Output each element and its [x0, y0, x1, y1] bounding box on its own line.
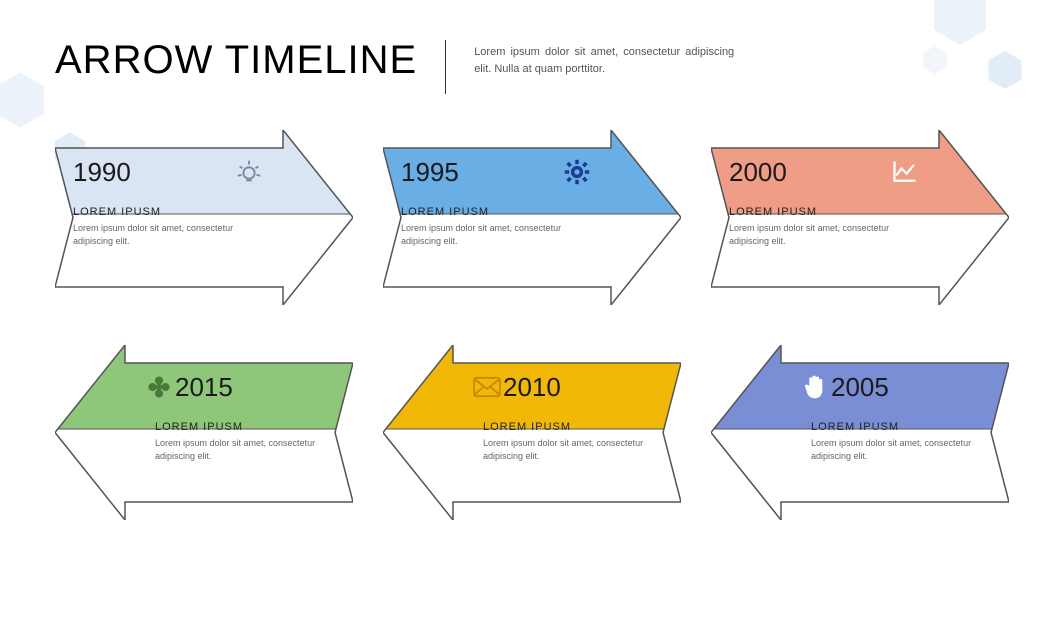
gear-icon	[561, 156, 593, 188]
flower-icon	[143, 371, 175, 403]
timeline-arrow-card: 2015 LOREM IPUSM Lorem ipsum dolor sit a…	[55, 345, 353, 520]
timeline-desc: Lorem ipsum dolor sit amet, consectetur …	[73, 222, 253, 247]
timeline-arrow-card: 1995 LOREM IPUSM Lorem ipsum dolor sit a…	[383, 130, 681, 305]
mail-icon	[471, 371, 503, 403]
chart-icon	[889, 156, 921, 188]
timeline-year: 2005	[831, 372, 991, 403]
timeline-desc: Lorem ipsum dolor sit amet, consectetur …	[483, 437, 663, 462]
timeline-desc: Lorem ipsum dolor sit amet, consectetur …	[729, 222, 909, 247]
page-title: ARROW TIMELINE	[55, 38, 417, 83]
timeline-grid: 1990 LOREM IPUSM Lorem ipsum dolor sit a…	[55, 130, 1010, 560]
timeline-row-bottom: 2015 LOREM IPUSM Lorem ipsum dolor sit a…	[55, 345, 1010, 520]
timeline-desc: Lorem ipsum dolor sit amet, consectetur …	[401, 222, 581, 247]
timeline-arrow-card: 2005 LOREM IPUSM Lorem ipsum dolor sit a…	[711, 345, 1009, 520]
timeline-label: LOREM IPUSM	[401, 206, 593, 218]
timeline-label: LOREM IPUSM	[73, 206, 265, 218]
timeline-year: 2000	[729, 157, 889, 188]
timeline-year: 2010	[503, 372, 663, 403]
timeline-year: 1990	[73, 157, 233, 188]
timeline-label: LOREM IPUSM	[729, 206, 921, 218]
header: ARROW TIMELINE Lorem ipsum dolor sit ame…	[55, 38, 734, 94]
timeline-arrow-card: 2010 LOREM IPUSM Lorem ipsum dolor sit a…	[383, 345, 681, 520]
timeline-row-top: 1990 LOREM IPUSM Lorem ipsum dolor sit a…	[55, 130, 1010, 305]
timeline-desc: Lorem ipsum dolor sit amet, consectetur …	[811, 437, 991, 462]
timeline-label: LOREM IPUSM	[483, 421, 663, 433]
header-divider	[445, 40, 446, 94]
timeline-year: 2015	[175, 372, 335, 403]
timeline-desc: Lorem ipsum dolor sit amet, consectetur …	[155, 437, 335, 462]
timeline-label: LOREM IPUSM	[155, 421, 335, 433]
hand-icon	[799, 371, 831, 403]
timeline-year: 1995	[401, 157, 561, 188]
timeline-label: LOREM IPUSM	[811, 421, 991, 433]
timeline-arrow-card: 2000 LOREM IPUSM Lorem ipsum dolor sit a…	[711, 130, 1009, 305]
timeline-arrow-card: 1990 LOREM IPUSM Lorem ipsum dolor sit a…	[55, 130, 353, 305]
page-subtitle: Lorem ipsum dolor sit amet, consectetur …	[474, 44, 734, 77]
lightbulb-icon	[233, 156, 265, 188]
